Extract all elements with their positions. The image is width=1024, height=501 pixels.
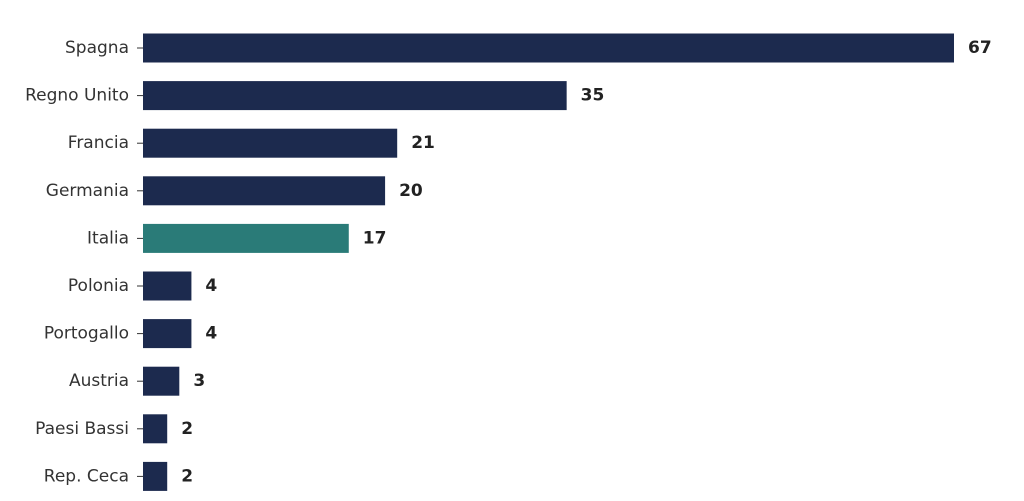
- y-tick-label: Polonia: [68, 276, 129, 296]
- bar: [143, 223, 349, 253]
- bar: [143, 366, 180, 396]
- value-label: 20: [399, 181, 423, 201]
- bar: [143, 319, 192, 349]
- y-tick-label: Portogallo: [44, 324, 129, 344]
- value-label: 4: [205, 276, 217, 296]
- y-tick-label: Spagna: [65, 38, 129, 58]
- bar: [143, 33, 954, 63]
- value-label: 2: [181, 466, 193, 486]
- bar: [143, 176, 386, 206]
- y-tick-label: Germania: [46, 181, 129, 201]
- value-label: 67: [968, 38, 992, 58]
- value-label: 17: [363, 228, 387, 248]
- y-tick-label: Paesi Bassi: [35, 419, 129, 439]
- value-label: 3: [193, 371, 205, 391]
- bar: [143, 414, 168, 444]
- value-label: 21: [411, 133, 435, 153]
- bar: [143, 461, 168, 491]
- y-tick-label: Regno Unito: [25, 86, 129, 106]
- bar: [143, 128, 398, 158]
- y-tick-label: Austria: [69, 371, 129, 391]
- value-label: 2: [181, 419, 193, 439]
- value-label: 35: [581, 86, 605, 106]
- y-tick-label: Rep. Ceca: [44, 466, 129, 486]
- y-tick-label: Italia: [87, 228, 129, 248]
- bar: [143, 271, 192, 301]
- bar: [143, 81, 567, 111]
- y-tick-label: Francia: [68, 133, 129, 153]
- value-label: 4: [205, 324, 217, 344]
